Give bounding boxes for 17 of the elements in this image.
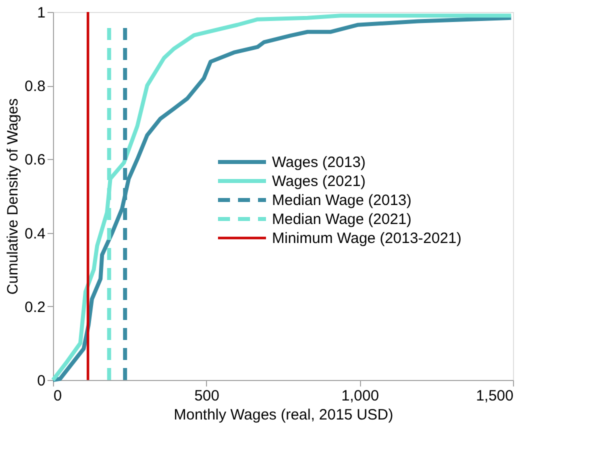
y-tick-label: 0 <box>37 372 46 390</box>
y-tick-label: 1 <box>37 4 46 22</box>
x-tick-label: 500 <box>194 388 220 404</box>
y-tick-label: 0.2 <box>24 298 46 316</box>
legend-label: Wages (2013) <box>272 154 366 171</box>
legend-label: Minimum Wage (2013-2021) <box>272 230 462 247</box>
y-tick-label: 0.6 <box>24 152 46 169</box>
y-tick-label: 0.4 <box>24 225 46 242</box>
y-tick-label: 0.8 <box>24 78 46 96</box>
x-tick-label: 1,500 <box>476 388 514 404</box>
x-axis-title: Monthly Wages (real, 2015 USD) <box>174 406 394 424</box>
x-tick-label: 0 <box>54 388 62 404</box>
legend-label: Median Wage (2021) <box>272 211 412 228</box>
y-axis-title: Cumulative Density of Wages <box>4 98 22 295</box>
x-tick-label: 1,000 <box>341 388 379 404</box>
legend-label: Wages (2021) <box>272 173 366 190</box>
legend-label: Median Wage (2013) <box>272 192 412 209</box>
